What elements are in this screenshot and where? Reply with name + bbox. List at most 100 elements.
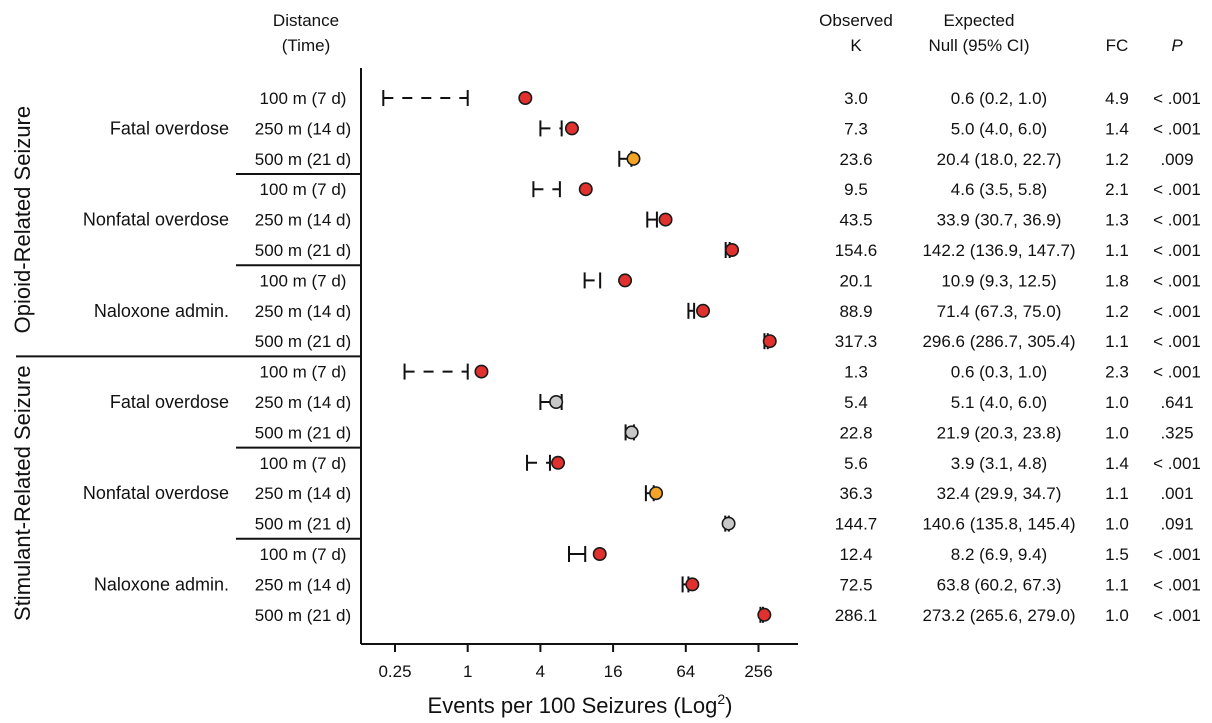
row-observed-value: 154.6 <box>835 241 878 260</box>
row-p-value: < .001 <box>1153 454 1201 473</box>
observed-point <box>685 577 700 592</box>
row-expected-value: 140.6 (135.8, 145.4) <box>922 515 1075 534</box>
row-expected-value: 8.2 (6.9, 9.4) <box>951 545 1047 564</box>
row-distance-label: 500 m (21 d) <box>255 150 351 169</box>
row-p-value: < .001 <box>1153 211 1201 230</box>
row-fc-value: 1.8 <box>1105 271 1129 290</box>
row-fc-value: 1.0 <box>1105 393 1129 412</box>
row-fc-value: 4.9 <box>1105 89 1129 108</box>
header-observed: Observed <box>819 11 893 30</box>
row-p-value: .091 <box>1160 515 1193 534</box>
row-observed-value: 43.5 <box>839 211 872 230</box>
row-p-value: .641 <box>1160 393 1193 412</box>
panel-labels: Opioid-Related Seizure Stimulant-Related … <box>10 106 35 621</box>
row-expected-value: 20.4 (18.0, 22.7) <box>937 150 1062 169</box>
row-fc-value: 1.4 <box>1105 119 1129 138</box>
panel-label: Opioid-Related Seizure <box>10 106 35 333</box>
row-expected-value: 71.4 (67.3, 75.0) <box>937 302 1062 321</box>
row-observed-value: 144.7 <box>835 515 878 534</box>
row-p-value: .009 <box>1160 150 1193 169</box>
row-distance-label: 500 m (21 d) <box>255 423 351 442</box>
row-observed-value: 88.9 <box>839 302 872 321</box>
row-p-value: .325 <box>1160 423 1193 442</box>
row-p-value: < .001 <box>1153 271 1201 290</box>
row-fc-value: 1.5 <box>1105 545 1129 564</box>
row-observed-value: 12.4 <box>839 545 872 564</box>
row-observed-value: 23.6 <box>839 150 872 169</box>
row-expected-value: 142.2 (136.9, 147.7) <box>922 241 1075 260</box>
header-time: (Time) <box>282 36 330 55</box>
observed-point <box>564 121 579 136</box>
row-p-value: < .001 <box>1153 180 1201 199</box>
row-p-value: < .001 <box>1153 606 1201 625</box>
row-p-value: < .001 <box>1153 332 1201 351</box>
observed-point <box>518 91 533 106</box>
x-axis-label-close: ) <box>725 693 732 718</box>
group-label: Naloxone admin. <box>94 574 229 594</box>
row-expected-value: 0.6 (0.2, 1.0) <box>951 89 1047 108</box>
x-axis-label: Events per 100 Seizures (Log2) <box>428 691 733 718</box>
row-observed-value: 317.3 <box>835 332 878 351</box>
row-distance-label: 250 m (14 d) <box>255 302 351 321</box>
header-fc: FC <box>1106 36 1129 55</box>
axes <box>360 68 798 645</box>
observed-point <box>658 212 673 227</box>
header-null-ci: Null (95% CI) <box>928 36 1029 55</box>
row-observed-value: 286.1 <box>835 606 878 625</box>
row-p-value: < .001 <box>1153 363 1201 382</box>
row-observed-value: 72.5 <box>839 575 872 594</box>
group-label: Naloxone admin. <box>94 301 229 321</box>
observed-point <box>549 394 564 409</box>
row-fc-value: 1.2 <box>1105 302 1129 321</box>
row-expected-value: 10.9 (9.3, 12.5) <box>941 271 1056 290</box>
row-distance-label: 100 m (7 d) <box>260 545 347 564</box>
row-observed-value: 1.3 <box>844 363 868 382</box>
row-expected-value: 0.6 (0.3, 1.0) <box>951 363 1047 382</box>
row-fc-value: 1.1 <box>1105 241 1129 260</box>
row-expected-value: 21.9 (20.3, 23.8) <box>937 423 1062 442</box>
row-fc-value: 1.1 <box>1105 484 1129 503</box>
group-label: Nonfatal overdose <box>83 483 229 503</box>
data-rows: 100 m (7 d) 3.0 0.6 (0.2, 1.0) 4.9 < .001 250… <box>255 89 1201 625</box>
x-ticks: 0.25 1 4 16 64 256 <box>378 644 773 681</box>
observed-point <box>592 546 607 561</box>
observed-point <box>618 273 633 288</box>
group-label: Fatal overdose <box>110 118 229 138</box>
row-fc-value: 1.3 <box>1105 211 1129 230</box>
row-p-value: < .001 <box>1153 575 1201 594</box>
row-distance-label: 250 m (14 d) <box>255 211 351 230</box>
header-observed-k: K <box>850 36 862 55</box>
observed-point <box>725 243 740 258</box>
row-fc-value: 1.0 <box>1105 515 1129 534</box>
row-observed-value: 5.6 <box>844 454 868 473</box>
row-expected-value: 5.1 (4.0, 6.0) <box>951 393 1047 412</box>
row-observed-value: 20.1 <box>839 271 872 290</box>
row-distance-label: 100 m (7 d) <box>260 271 347 290</box>
header-expected: Expected <box>944 11 1015 30</box>
observed-point <box>578 182 593 197</box>
column-headers: Distance (Time) Observed K Expected Null… <box>273 11 1183 55</box>
observed-point <box>762 334 777 349</box>
row-observed-value: 22.8 <box>839 423 872 442</box>
x-tick-label: 64 <box>676 662 695 681</box>
group-label: Fatal overdose <box>110 392 229 412</box>
row-distance-label: 250 m (14 d) <box>255 119 351 138</box>
x-tick-label: 16 <box>604 662 623 681</box>
row-expected-value: 296.6 (286.7, 305.4) <box>922 332 1075 351</box>
row-distance-label: 500 m (21 d) <box>255 606 351 625</box>
row-p-value: < .001 <box>1153 545 1201 564</box>
header-distance: Distance <box>273 11 339 30</box>
x-tick-label: 256 <box>744 662 772 681</box>
observed-point <box>649 486 664 501</box>
x-tick-label: 1 <box>463 662 472 681</box>
x-tick-label: 0.25 <box>378 662 411 681</box>
row-observed-value: 3.0 <box>844 89 868 108</box>
header-p: P <box>1171 36 1183 55</box>
row-fc-value: 1.1 <box>1105 575 1129 594</box>
observed-point <box>757 607 772 622</box>
row-fc-value: 2.1 <box>1105 180 1129 199</box>
observed-point <box>551 455 566 470</box>
row-p-value: .001 <box>1160 484 1193 503</box>
row-expected-value: 5.0 (4.0, 6.0) <box>951 119 1047 138</box>
row-fc-value: 1.1 <box>1105 332 1129 351</box>
